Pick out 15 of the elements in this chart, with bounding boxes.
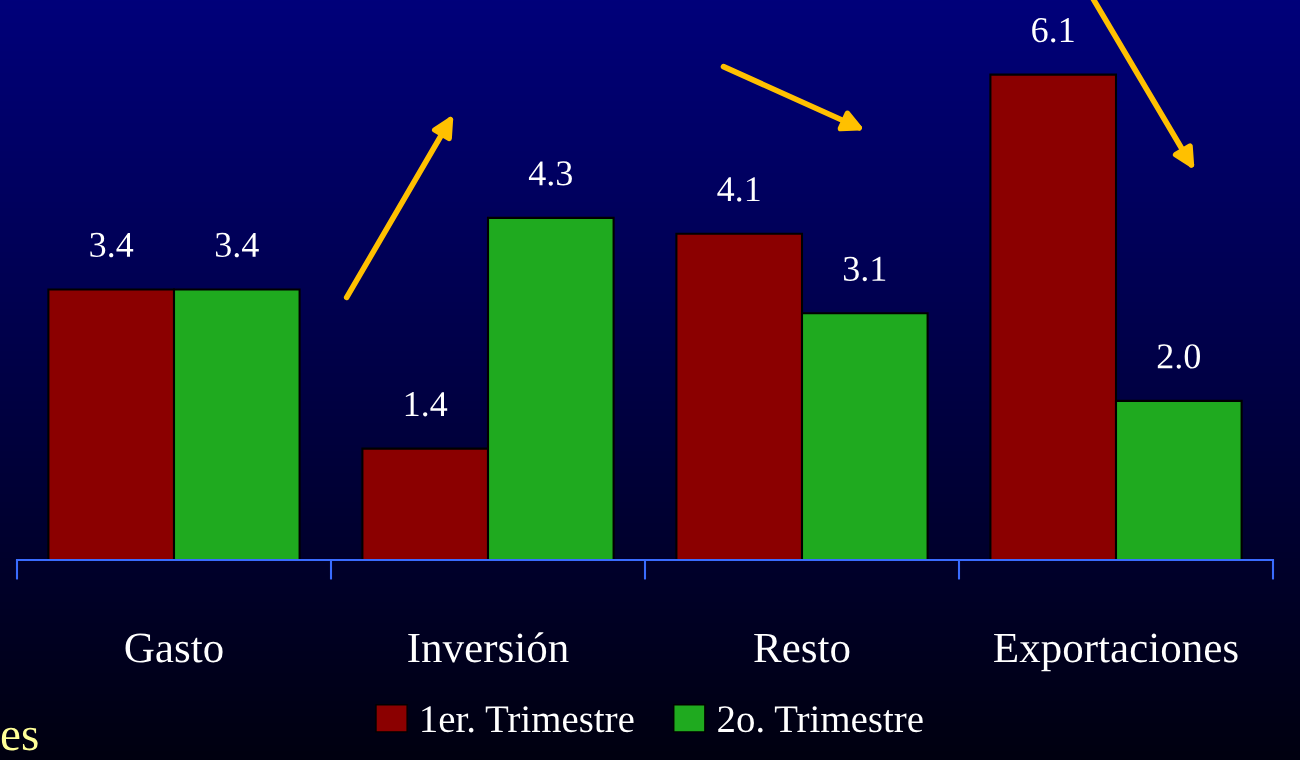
text: es — [1, 727, 38, 751]
data-label: 3.4 — [215, 232, 259, 258]
data-label: 3.4 — [90, 232, 134, 258]
x-tick-label: Resto — [754, 633, 850, 663]
x-tick-label: Exportaciones — [994, 633, 1238, 672]
data-label: 3.1 — [843, 256, 886, 282]
data-label: 1.4 — [405, 392, 448, 417]
legend-label: 2o. Trimestre — [718, 706, 923, 733]
data-label: 4.3 — [528, 161, 572, 186]
x-tick-label: Gasto — [125, 633, 223, 663]
data-label: 2.0 — [1157, 344, 1200, 369]
legend-label: 1er. Trimestre — [422, 706, 634, 733]
data-label: 4.1 — [717, 177, 760, 202]
x-tick-label: Inversión — [408, 632, 569, 663]
data-label: 6.1 — [1032, 18, 1074, 43]
